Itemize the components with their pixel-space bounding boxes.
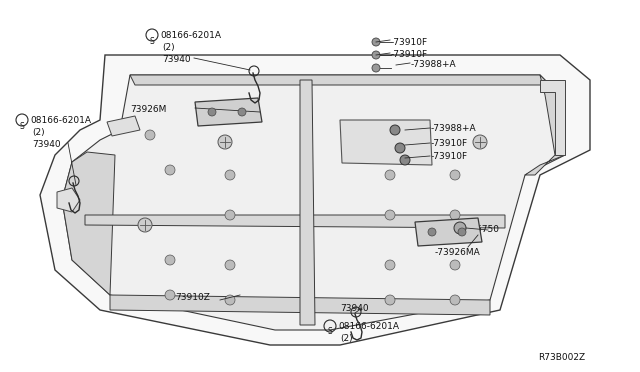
Text: -73910F: -73910F xyxy=(391,38,428,47)
Text: 73910Z: 73910Z xyxy=(175,293,210,302)
Text: -73988+A: -73988+A xyxy=(411,60,456,69)
Circle shape xyxy=(385,170,395,180)
Polygon shape xyxy=(415,218,482,246)
Polygon shape xyxy=(40,55,590,345)
Text: -96750: -96750 xyxy=(468,225,500,234)
Circle shape xyxy=(395,143,405,153)
Text: -73910F: -73910F xyxy=(391,50,428,59)
Text: 08166-6201A: 08166-6201A xyxy=(338,322,399,331)
Circle shape xyxy=(450,210,460,220)
Circle shape xyxy=(450,170,460,180)
Circle shape xyxy=(138,218,152,232)
Polygon shape xyxy=(62,152,115,295)
Text: 08166-6201A: 08166-6201A xyxy=(160,31,221,40)
Polygon shape xyxy=(540,80,565,155)
Circle shape xyxy=(372,64,380,72)
Text: 73926M: 73926M xyxy=(130,105,166,114)
Circle shape xyxy=(225,260,235,270)
Circle shape xyxy=(390,125,400,135)
Text: R73B002Z: R73B002Z xyxy=(538,353,585,362)
Polygon shape xyxy=(525,75,565,175)
Polygon shape xyxy=(85,215,505,228)
Text: -73926MA: -73926MA xyxy=(435,248,481,257)
Text: -73988+A: -73988+A xyxy=(431,124,477,133)
Circle shape xyxy=(165,290,175,300)
Text: 73940: 73940 xyxy=(162,55,191,64)
Circle shape xyxy=(165,255,175,265)
Text: (2): (2) xyxy=(162,43,175,52)
Circle shape xyxy=(372,38,380,46)
Text: (2): (2) xyxy=(340,334,353,343)
Text: S: S xyxy=(328,327,332,337)
Text: -73910F: -73910F xyxy=(431,139,468,148)
Text: 73940: 73940 xyxy=(32,140,61,149)
Polygon shape xyxy=(340,120,432,165)
Circle shape xyxy=(473,135,487,149)
Circle shape xyxy=(454,222,466,234)
Text: S: S xyxy=(150,36,154,45)
Circle shape xyxy=(385,295,395,305)
Polygon shape xyxy=(62,75,565,330)
Circle shape xyxy=(458,228,466,236)
Polygon shape xyxy=(57,188,80,212)
Circle shape xyxy=(428,228,436,236)
Circle shape xyxy=(450,295,460,305)
Circle shape xyxy=(225,170,235,180)
Circle shape xyxy=(225,295,235,305)
Circle shape xyxy=(208,108,216,116)
Circle shape xyxy=(218,135,232,149)
Circle shape xyxy=(400,155,410,165)
Circle shape xyxy=(385,260,395,270)
Circle shape xyxy=(372,51,380,59)
Circle shape xyxy=(165,165,175,175)
Circle shape xyxy=(225,210,235,220)
Circle shape xyxy=(450,260,460,270)
Circle shape xyxy=(385,210,395,220)
Polygon shape xyxy=(110,295,490,315)
Polygon shape xyxy=(300,80,315,325)
Text: 73940: 73940 xyxy=(340,304,369,313)
Circle shape xyxy=(145,130,155,140)
Polygon shape xyxy=(107,116,140,136)
Polygon shape xyxy=(195,98,262,126)
Polygon shape xyxy=(130,75,545,85)
Text: -73910F: -73910F xyxy=(431,152,468,161)
Circle shape xyxy=(238,108,246,116)
Text: 08166-6201A: 08166-6201A xyxy=(30,116,91,125)
Text: S: S xyxy=(20,122,24,131)
Text: (2): (2) xyxy=(32,128,45,137)
